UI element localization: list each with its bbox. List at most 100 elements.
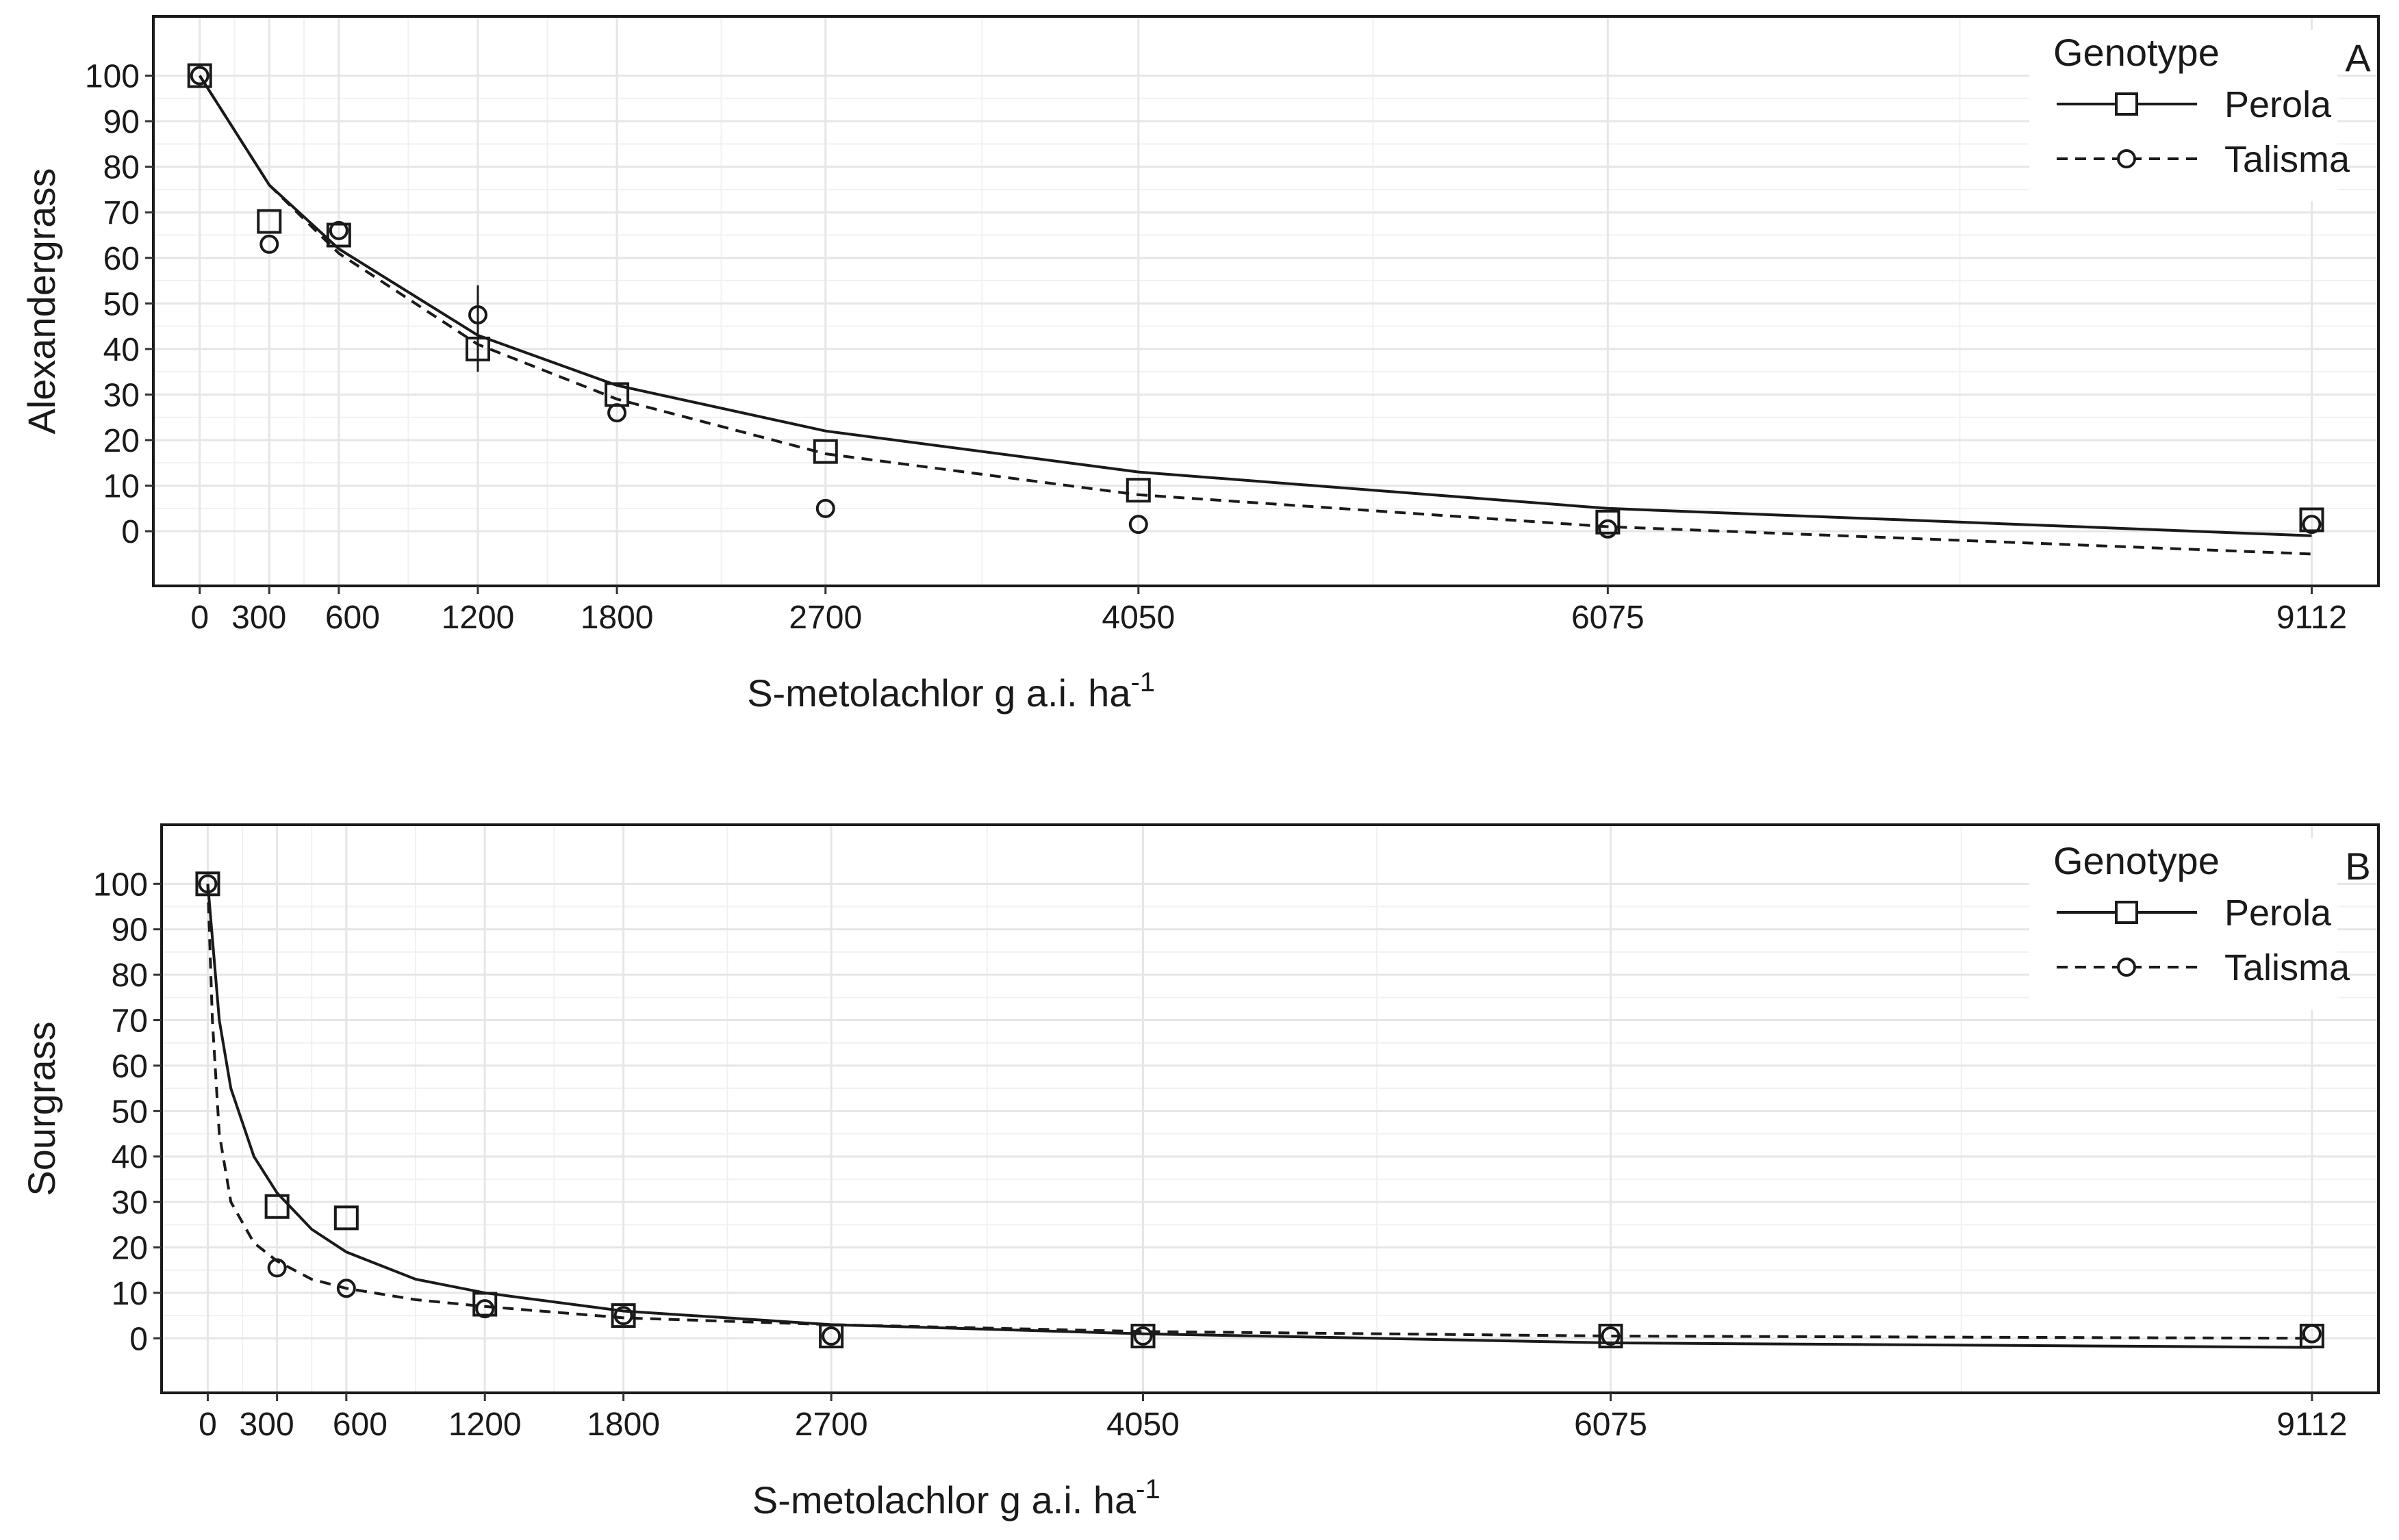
y-tick-label: 0 [121,514,140,550]
data-point-circle [607,403,627,423]
data-point-square [264,1194,290,1219]
x-tick-label: 4050 [1106,1407,1180,1443]
x-tick-label: 4050 [1102,600,1175,636]
data-point-square [472,1292,498,1317]
data-point-circle [1598,519,1618,539]
data-point-circle [329,220,348,240]
panel-letter: B [2345,845,2370,888]
legend-label-talisma: Talisma [2224,139,2350,180]
data-point-circle [190,66,210,86]
legend-background [2029,838,2337,1010]
data-point-circle [468,305,487,324]
y-tick-label: 70 [112,1003,148,1040]
fit-curve-talisma [199,75,2312,556]
data-point-square [326,222,351,248]
legend-label-talisma: Talisma [2224,947,2350,988]
panel-letter: A [2345,36,2371,79]
data-point-circle [2302,515,2322,535]
plot-frame [152,15,2380,587]
legend-title: Genotype [2053,839,2220,882]
x-tick-label: 600 [325,600,380,636]
data-point-square [819,1324,844,1348]
x-axis-title-main: S-metolachlor g a.i. ha [747,671,1131,715]
data-point-square [2299,507,2324,532]
y-tick-label: 10 [112,1276,148,1312]
y-tick-label: 50 [112,1094,148,1130]
x-axis-title-main: S-metolachlor g a.i. ha [752,1478,1137,1522]
x-axis-title-superscript: -1 [1130,667,1155,697]
y-tick-label: 30 [103,377,140,413]
data-point-circle [1128,515,1148,535]
legend-label-perola: Perola [2224,893,2332,934]
data-point-circle [259,234,279,254]
y-axis-title: Alexandergrass [20,168,63,434]
y-tick-label: 20 [112,1231,148,1267]
fit-curve-perola [206,884,2312,1349]
data-point-square [333,1205,359,1231]
series-talisma [198,874,2322,1346]
legend-square-marker [2115,92,2138,116]
data-point-circle [822,1326,841,1346]
series-perola [187,63,2324,535]
y-tick-label: 80 [112,958,148,994]
data-point-circle [198,874,218,894]
y-tick-label: 100 [93,867,148,903]
x-tick-label: 9112 [2276,600,2347,636]
panel-a: 0 300 600 1200 1800 2700 4050 6075 9112010203040… [20,15,2380,715]
x-tick-label: 2700 [789,600,862,636]
data-point-circle [2302,1324,2322,1344]
x-tick-label: 0 [199,1407,217,1443]
x-tick-label: 1800 [587,1407,660,1443]
data-point-circle [815,498,835,518]
data-point-square [1130,1324,1156,1348]
data-point-square [187,63,212,88]
y-tick-label: 100 [85,59,140,95]
data-point-square [195,871,220,897]
legend-circle-marker [2117,149,2136,168]
data-point-circle [1133,1326,1153,1346]
data-point-circle [267,1258,287,1278]
y-tick-label: 60 [103,241,140,277]
data-point-square [1598,1324,1623,1348]
x-tick-label: 2700 [795,1407,868,1443]
y-tick-label: 30 [112,1185,148,1221]
y-tick-label: 80 [103,150,140,186]
x-tick-label: 300 [231,600,286,636]
x-axis-title-superscript: -1 [1136,1474,1160,1504]
x-axis-title: S-metolachlor g a.i. ha-1 [752,1474,1160,1522]
series-perola [195,871,2324,1348]
legend-circle-marker [2117,958,2136,977]
series-talisma [190,66,2322,539]
y-tick-label: 40 [112,1140,148,1176]
data-point-square [611,1303,636,1329]
legend-label-perola: Perola [2224,84,2332,125]
x-axis-title: S-metolachlor g a.i. ha-1 [747,667,1155,715]
data-point-circle [475,1299,495,1319]
x-tick-label: 1800 [581,600,654,636]
legend-title: Genotype [2053,31,2220,74]
fit-curve-talisma [206,884,2312,1340]
data-point-circle [1601,1326,1621,1346]
data-point-circle [336,1279,356,1298]
data-point-square [1595,509,1621,535]
x-tick-label: 0 [190,600,209,636]
y-tick-label: 20 [103,423,140,459]
y-tick-label: 70 [103,195,140,231]
x-tick-label: 300 [240,1407,294,1443]
gridlines [153,16,2378,586]
y-tick-label: 60 [112,1049,148,1085]
y-tick-label: 10 [103,469,140,505]
y-tick-label: 0 [129,1321,148,1357]
y-axis-title: Sourgrass [20,1021,63,1196]
data-point-square [257,209,282,234]
fit-curve-perola [199,75,2312,537]
x-tick-label: 6075 [1574,1407,1647,1443]
legend-square-marker [2115,901,2138,924]
data-point-square [813,439,838,464]
panel-b: 0 300 600 1200 1800 2700 4050 6075 9112010203040… [20,823,2380,1522]
data-point-circle [613,1306,633,1326]
legend-background [2029,30,2337,201]
x-tick-label: 6075 [1571,600,1645,636]
